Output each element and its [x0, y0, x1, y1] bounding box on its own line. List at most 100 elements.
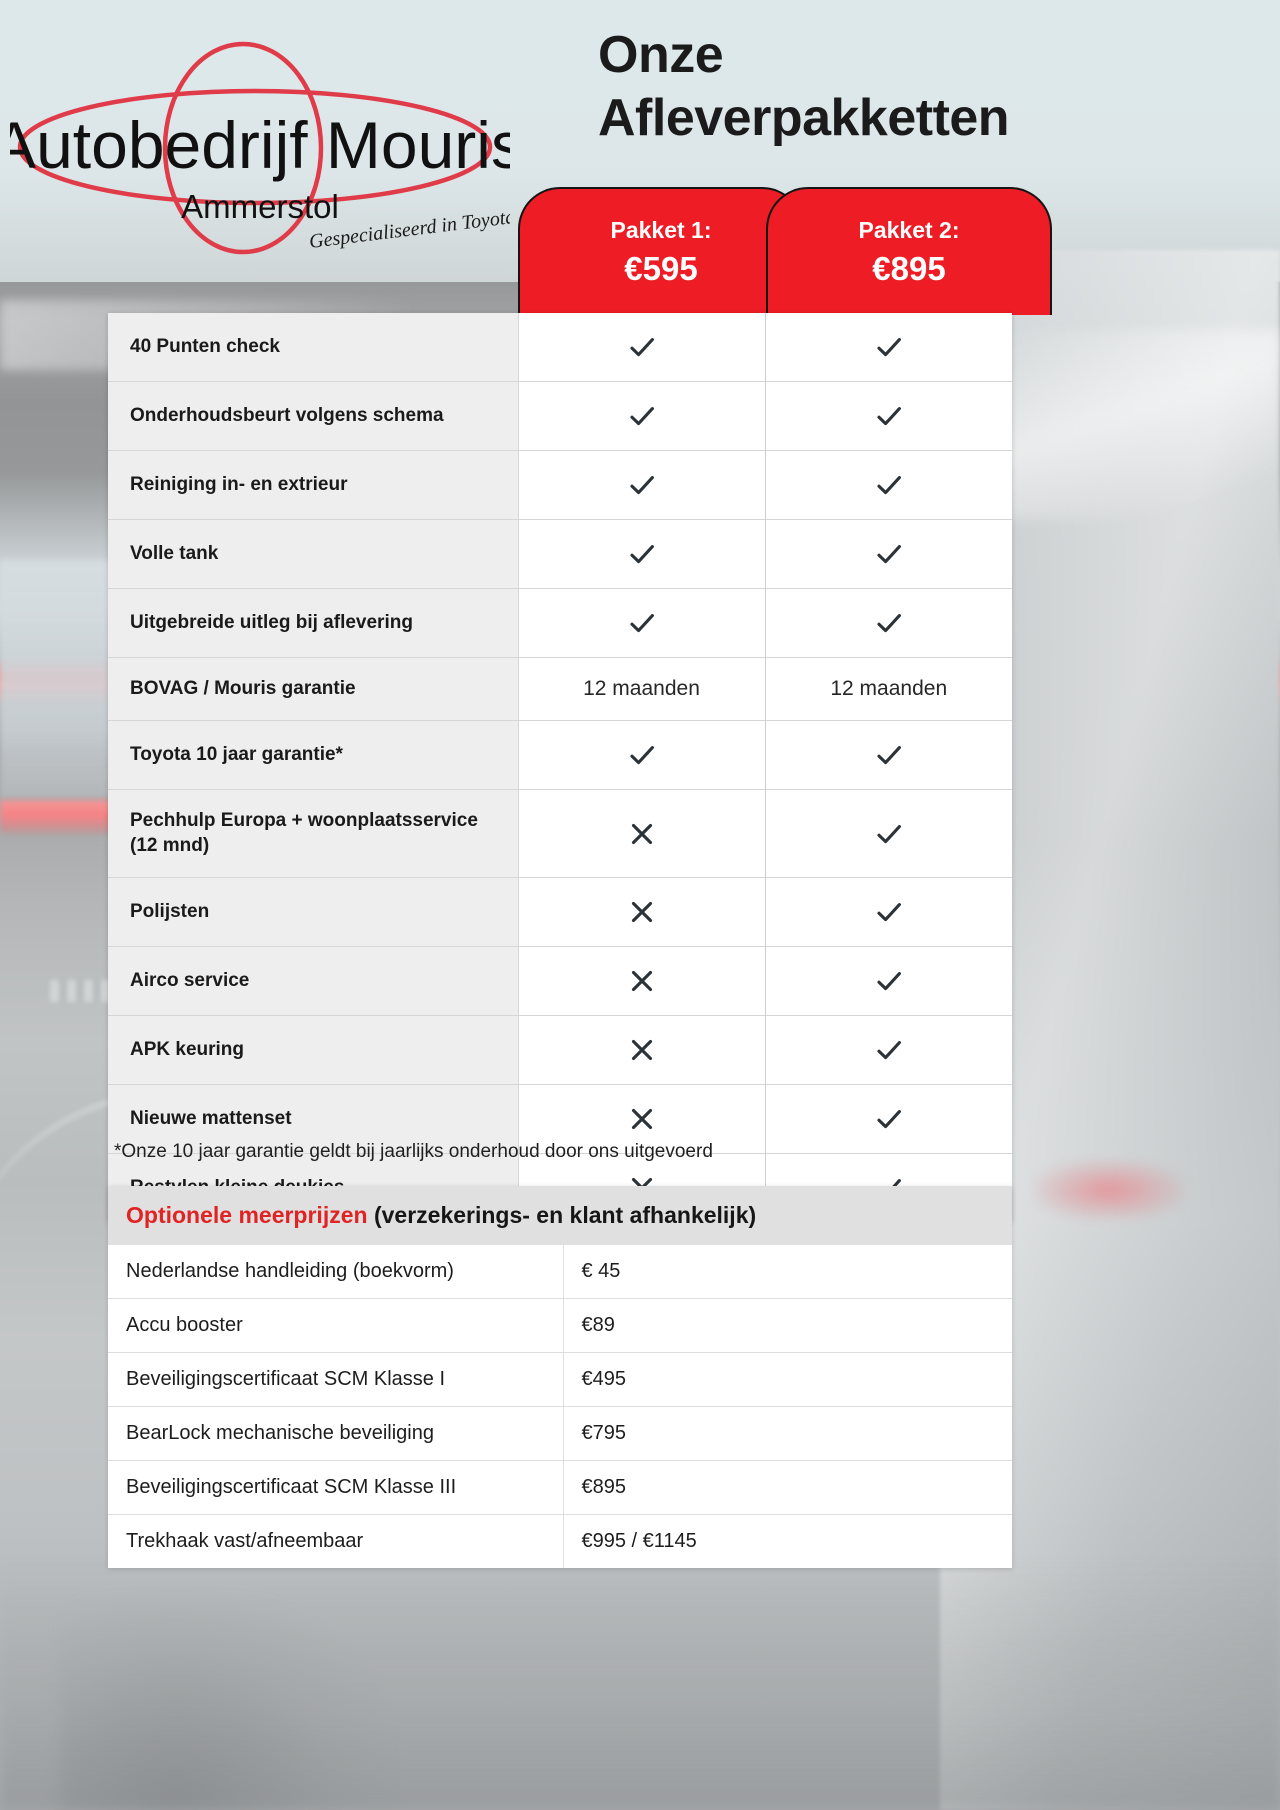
package-1-price: €595: [624, 249, 698, 287]
cross-icon: [631, 1039, 652, 1060]
comparison-row: Uitgebreide uitleg bij aflevering: [108, 588, 1012, 658]
cross-icon: [631, 970, 652, 991]
package-card-1[interactable]: Pakket 1: €595: [518, 187, 804, 315]
check-icon: [877, 1109, 901, 1129]
check-icon: [877, 971, 901, 991]
optional-item-name: Trekhaak vast/afneembaar: [108, 1514, 564, 1568]
poster-header: Autobedrijf Mouris Ammerstol Gespecialis…: [0, 0, 1280, 300]
cell-cross-p1: [518, 1015, 766, 1085]
cell-check-p2: [765, 1015, 1012, 1085]
comparison-row: Volle tank: [108, 519, 1012, 589]
feature-label: Volle tank: [108, 519, 519, 589]
background-right-highlight: [980, 330, 1280, 520]
feature-label: APK keuring: [108, 1015, 519, 1085]
cell-check-p2: [765, 313, 1012, 382]
check-icon: [629, 545, 654, 564]
optional-prices-header-row: Optionele meerprijzen (verzekerings- en …: [108, 1186, 1012, 1245]
check-icon: [877, 824, 901, 843]
package-2-price: €895: [872, 249, 946, 287]
cell-check-p2: [765, 1084, 1012, 1154]
check-icon: [629, 746, 654, 765]
cell-check-p1: [518, 381, 766, 451]
check-icon: [877, 338, 901, 357]
check-icon: [877, 1040, 901, 1060]
cell-cross-p1: [518, 946, 766, 1016]
optional-price-row: Nederlandse handleiding (boekvorm) € 45: [108, 1245, 1012, 1299]
optional-item-name: Accu booster: [108, 1298, 564, 1353]
logo-horizontal-ellipse: [17, 88, 493, 206]
cross-icon: [631, 901, 652, 922]
feature-label: Airco service: [108, 946, 519, 1016]
cell-cross-p1: [518, 789, 766, 878]
cell-value-p1: 12 maanden: [583, 677, 700, 701]
cell-check-p1: [518, 720, 766, 790]
check-icon: [877, 476, 901, 495]
comparison-row: Polijsten: [108, 877, 1012, 947]
comparison-row: APK keuring: [108, 1015, 1012, 1085]
cell-check-p2: [765, 381, 1012, 451]
cross-icon: [631, 823, 652, 844]
cell-check-p1: [518, 588, 766, 658]
optional-price-row: Accu booster €89: [108, 1298, 1012, 1353]
check-icon: [877, 545, 901, 564]
check-icon: [629, 407, 654, 426]
cell-check-p1: [518, 519, 766, 589]
cell-check-p1: [518, 313, 766, 382]
cell-value-p2: 12 maanden: [830, 677, 948, 701]
feature-label: Nieuwe mattenset: [108, 1084, 519, 1154]
comparison-row: Nieuwe mattenset: [108, 1084, 1012, 1154]
optional-item-price: €89: [563, 1298, 1012, 1353]
optional-price-row: Beveiligingscertificaat SCM Klasse III €8…: [108, 1460, 1012, 1515]
optional-prices-table: Optionele meerprijzen (verzekerings- en …: [108, 1186, 1012, 1568]
feature-label: Polijsten: [108, 877, 519, 947]
cell-check-p2: [765, 946, 1012, 1016]
cell-text-p2: 12 maanden: [765, 657, 1012, 721]
background-wheel-shadow: [60, 1600, 390, 1810]
cell-cross-p1: [518, 877, 766, 947]
cell-check-p2: [765, 519, 1012, 589]
optional-item-name: Nederlandse handleiding (boekvorm): [108, 1245, 564, 1299]
cell-check-p2: [765, 720, 1012, 790]
package-1-name: Pakket 1:: [610, 216, 712, 243]
optional-price-row: BearLock mechanische beveiliging €795: [108, 1406, 1012, 1461]
cross-icon: [631, 1108, 652, 1129]
check-icon: [629, 476, 654, 495]
warranty-footnote: *Onze 10 jaar garantie geldt bij jaarlij…: [114, 1141, 713, 1162]
check-icon: [877, 902, 901, 922]
feature-label: Uitgebreide uitleg bij aflevering: [108, 588, 519, 658]
optional-price-row: Beveiligingscertificaat SCM Klasse I €495: [108, 1352, 1012, 1407]
company-logo: Autobedrijf Mouris Ammerstol Gespecialis…: [10, 28, 510, 268]
cell-check-p2: [765, 877, 1012, 947]
cell-text-p1: 12 maanden: [518, 657, 766, 721]
logo-main-text: Autobedrijf Mouris: [10, 108, 510, 182]
check-icon: [877, 407, 901, 426]
optional-item-price: €995 / €1145: [563, 1514, 1012, 1568]
page-title-line-1: Onze: [598, 26, 724, 84]
comparison-row: Reiniging in- en extrieur: [108, 450, 1012, 520]
cell-check-p2: [765, 789, 1012, 878]
logo-sub-text: Ammerstol: [181, 188, 339, 225]
feature-label: BOVAG / Mouris garantie: [108, 657, 519, 721]
feature-label: Reiniging in- en extrieur: [108, 450, 519, 520]
feature-label: Pechhulp Europa + woonplaatsservice (12 …: [108, 789, 519, 878]
optional-prices-title: Optionele meerprijzen: [126, 1202, 368, 1228]
optional-item-price: € 45: [563, 1245, 1012, 1299]
feature-label: 40 Punten check: [108, 313, 519, 382]
package-card-2[interactable]: Pakket 2: €895: [766, 187, 1052, 315]
check-icon: [629, 338, 654, 357]
logo-vertical-ellipse: [162, 41, 324, 255]
feature-label: Onderhoudsbeurt volgens schema: [108, 381, 519, 451]
check-icon: [877, 746, 901, 765]
optional-price-row: Trekhaak vast/afneembaar €995 / €1145: [108, 1514, 1012, 1568]
page-title-line-2: Afleverpakketten: [598, 89, 1010, 148]
comparison-row: 40 Punten check: [108, 313, 1012, 382]
optional-item-name: Beveiligingscertificaat SCM Klasse III: [108, 1460, 564, 1515]
comparison-table: 40 Punten check Onderhoudsbeurt volgens s…: [108, 313, 1012, 1222]
optional-item-price: €895: [563, 1460, 1012, 1515]
cell-cross-p1: [518, 1084, 766, 1154]
cell-check-p2: [765, 450, 1012, 520]
optional-item-price: €795: [563, 1406, 1012, 1461]
optional-item-name: BearLock mechanische beveiliging: [108, 1406, 564, 1461]
check-icon: [877, 614, 901, 633]
feature-label: Toyota 10 jaar garantie*: [108, 720, 519, 790]
